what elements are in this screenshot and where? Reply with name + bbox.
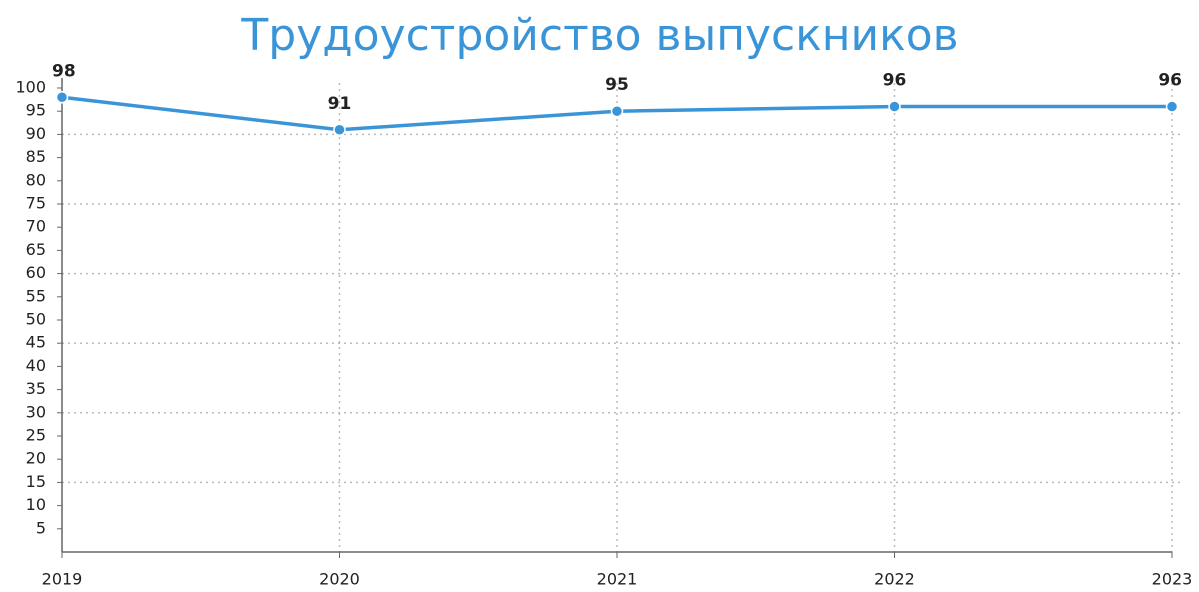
y-tick-label: 90 [26, 124, 46, 143]
point [333, 123, 346, 137]
y-tick-label: 100 [15, 78, 46, 97]
y-tick-label: 10 [26, 495, 46, 514]
data-label: 91 [328, 94, 352, 114]
y-tick-label: 35 [26, 379, 46, 398]
data-label: 95 [605, 75, 629, 95]
y-tick-label: 40 [26, 356, 46, 375]
data-label: 96 [883, 71, 907, 91]
y-tick-label: 55 [26, 286, 46, 305]
y-tick-label: 70 [26, 217, 46, 236]
y-tick-label: 50 [26, 310, 46, 329]
y-tick-label: 75 [26, 194, 46, 213]
x-tick-label: 2021 [597, 570, 638, 589]
y-tick-label: 65 [26, 240, 46, 259]
y-tick-label: 80 [26, 170, 46, 189]
x-tick-label: 2022 [874, 570, 915, 589]
y-tick-label: 20 [26, 449, 46, 468]
point [1165, 100, 1179, 113]
x-tick-label: 2023 [1152, 570, 1193, 589]
y-tick-label: 85 [26, 147, 46, 166]
point [55, 91, 69, 104]
chart-title: Трудоустройство выпускников [240, 10, 958, 61]
y-tick-label: 25 [26, 426, 46, 445]
point [610, 104, 624, 118]
data-label: 96 [1158, 71, 1182, 91]
point [888, 100, 901, 113]
y-tick-label: 45 [26, 333, 46, 352]
y-tick-label: 30 [26, 402, 46, 421]
x-tick-label: 2020 [319, 570, 360, 589]
y-tick-label: 5 [36, 518, 46, 537]
data-label: 98 [52, 61, 76, 81]
y-tick-label: 60 [26, 263, 46, 282]
y-tick-label: 15 [26, 472, 46, 491]
x-tick-label: 2019 [42, 570, 83, 589]
y-tick-label: 95 [26, 101, 46, 120]
